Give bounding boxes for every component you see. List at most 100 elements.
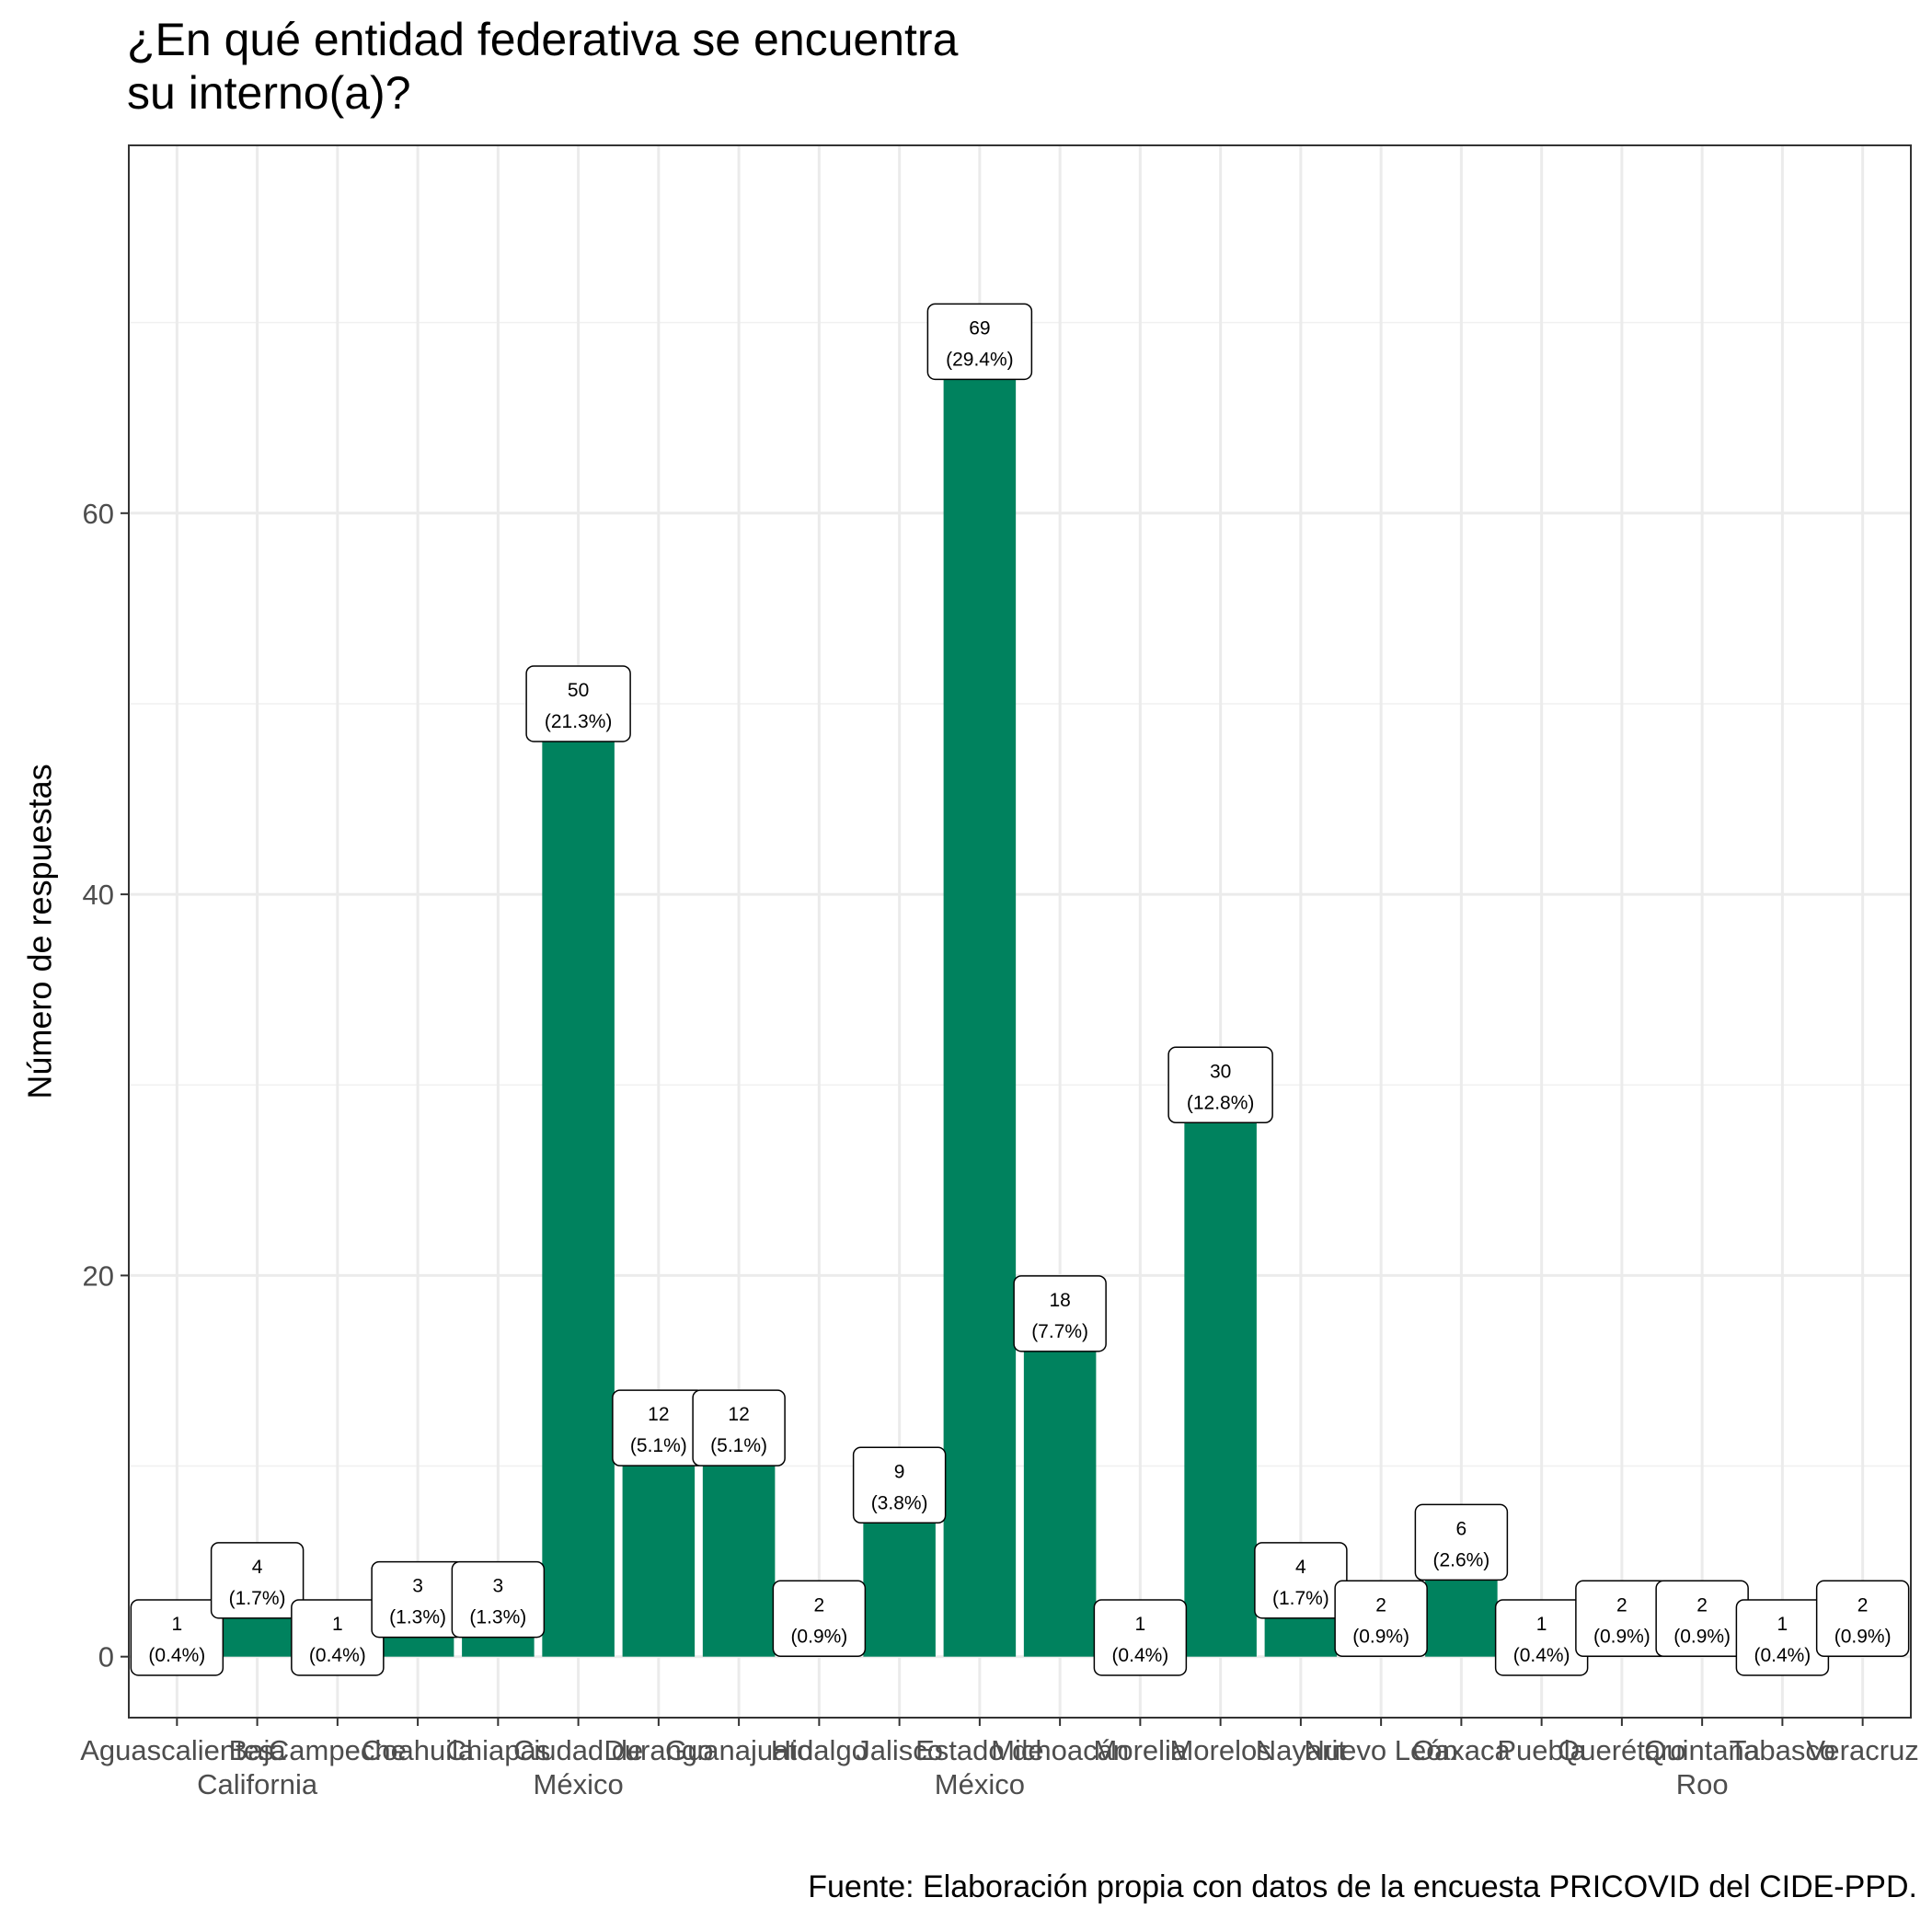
chart-title: ¿En qué entidad federativa se encuentra … [127, 14, 959, 119]
bar-label: 9 [894, 1461, 905, 1482]
x-tick-label: Puebla [1497, 1734, 1586, 1766]
bar-label: 2 [1616, 1594, 1627, 1616]
bar-label: 3 [493, 1576, 504, 1597]
bar-label: (0.4%) [1111, 1645, 1168, 1666]
x-tick-label: Ciudad de [513, 1734, 643, 1766]
bar [943, 341, 1017, 1657]
bar [542, 703, 615, 1657]
bar-label: 30 [1210, 1061, 1231, 1082]
x-tick-label: Roo [1676, 1768, 1729, 1800]
bar-label: (0.9%) [1673, 1626, 1731, 1647]
x-tick-label: Nayarit [1256, 1734, 1347, 1766]
x-tick-label: Baja [229, 1734, 287, 1766]
bar-label: (0.9%) [1593, 1626, 1650, 1647]
bar-label: 1 [1135, 1614, 1146, 1635]
bar-labels: 1 (0.4%) 4 (1.7%) 1 (0.4%) 3 (1.3%) 3 (1.3%) 50 (21… [130, 303, 1910, 1676]
bar-label: 3 [412, 1576, 423, 1597]
y-tick-label: 40 [83, 879, 114, 911]
bar-label: 2 [1696, 1594, 1708, 1616]
bar-label: 18 [1049, 1290, 1070, 1311]
bar [1184, 1085, 1257, 1657]
bar-label-box [772, 1580, 867, 1658]
x-tick-label: Morelos [1169, 1734, 1271, 1766]
x-tick-label: México [534, 1768, 624, 1800]
bar-label: (5.1%) [710, 1435, 767, 1456]
bar-label: 12 [648, 1404, 669, 1425]
x-tick-label: Veracruz [1806, 1734, 1918, 1766]
bar-label: (5.1%) [630, 1435, 687, 1456]
bar-label: (12.8%) [1187, 1092, 1255, 1113]
bar-label: (2.6%) [1432, 1549, 1489, 1570]
bar-label: 2 [1375, 1594, 1386, 1616]
y-axis-title: Número de respuestas [21, 764, 59, 1098]
bar-label-box [130, 1599, 224, 1676]
bar-label: 1 [172, 1614, 183, 1635]
bar-label-box [525, 665, 631, 742]
bar-label: 4 [1295, 1557, 1306, 1578]
bar-label: (1.3%) [389, 1607, 446, 1628]
bar-label: (0.4%) [1754, 1645, 1811, 1666]
x-tick-label: Oaxaca [1412, 1734, 1512, 1766]
x-tick-label: Hidalgo [771, 1734, 868, 1766]
y-tick-label: 0 [98, 1641, 114, 1673]
bar-label: (0.9%) [1352, 1626, 1409, 1647]
bar-label-box [1414, 1503, 1509, 1581]
x-tick-label: Tabasco [1730, 1734, 1835, 1766]
x-tick-label: Chiapas [445, 1734, 550, 1766]
x-tick-label: Campeche [269, 1734, 407, 1766]
bar-label-box [926, 303, 1033, 381]
plot-background [129, 145, 1911, 1718]
x-tick-label: Michoacán [991, 1734, 1129, 1766]
x-tick-label: Quintana [1644, 1734, 1761, 1766]
bar-label: 1 [1536, 1614, 1547, 1635]
bar-label-box [1093, 1599, 1188, 1676]
grid-lines [129, 145, 1911, 1718]
x-tick-label: Nuevo León [1305, 1734, 1458, 1766]
x-tick-label: México [935, 1768, 1025, 1800]
bar-label-box [852, 1446, 947, 1524]
y-axis: 0 20 40 60 [83, 498, 129, 1673]
bar-label: 6 [1456, 1518, 1467, 1539]
bar-label-box [1013, 1275, 1107, 1352]
bar-label-box [1815, 1580, 1910, 1658]
x-tick-label: Guanajuato [665, 1734, 812, 1766]
bar-label: (29.4%) [946, 349, 1014, 370]
bar-label: (1.7%) [229, 1588, 286, 1609]
bar-label-box [451, 1560, 546, 1639]
bar-label-box [1167, 1046, 1273, 1124]
bar-label-box [210, 1542, 305, 1619]
bar-label: (0.4%) [309, 1645, 366, 1666]
x-tick-label: Querétaro [1558, 1734, 1686, 1766]
bar-label: 2 [814, 1594, 825, 1616]
bar-label: 69 [969, 317, 990, 339]
x-tick-label: Estado de [915, 1734, 1044, 1766]
bar-label-box [1334, 1580, 1428, 1658]
x-tick-label: California [197, 1768, 318, 1800]
plot-frame [128, 144, 1912, 1719]
bar-label: (0.4%) [148, 1645, 205, 1666]
x-tick-label: Morelia [1094, 1734, 1188, 1766]
y-tick-label: 60 [83, 498, 114, 530]
x-tick-label: Durango [604, 1734, 713, 1766]
bar-label: 12 [728, 1404, 749, 1425]
bar-label: (1.7%) [1272, 1588, 1329, 1609]
x-tick-label: Aguascalientes [80, 1734, 273, 1766]
bar-label: (1.3%) [469, 1607, 526, 1628]
bar-label: (0.9%) [1834, 1626, 1892, 1647]
x-axis: AguascalientesBajaCaliforniaCampecheCoah… [80, 1718, 1919, 1800]
bar [1023, 1313, 1097, 1657]
bar-label: (3.8%) [871, 1492, 928, 1513]
x-tick-label: Jalisco [856, 1734, 943, 1766]
bar-label: (21.3%) [545, 711, 613, 732]
bar-label: 1 [332, 1614, 343, 1635]
bar-label: 2 [1857, 1594, 1869, 1616]
bar-label-box [692, 1389, 786, 1466]
bar-label: (7.7%) [1031, 1321, 1088, 1342]
bar-label: 1 [1777, 1614, 1788, 1635]
bar-label: 50 [568, 680, 589, 701]
bar-label: (0.4%) [1513, 1645, 1570, 1666]
x-tick-label: Coahuila [362, 1734, 475, 1766]
bar-label: (0.9%) [790, 1626, 847, 1647]
chart-caption: Fuente: Elaboración propia con datos de … [808, 1869, 1917, 1904]
